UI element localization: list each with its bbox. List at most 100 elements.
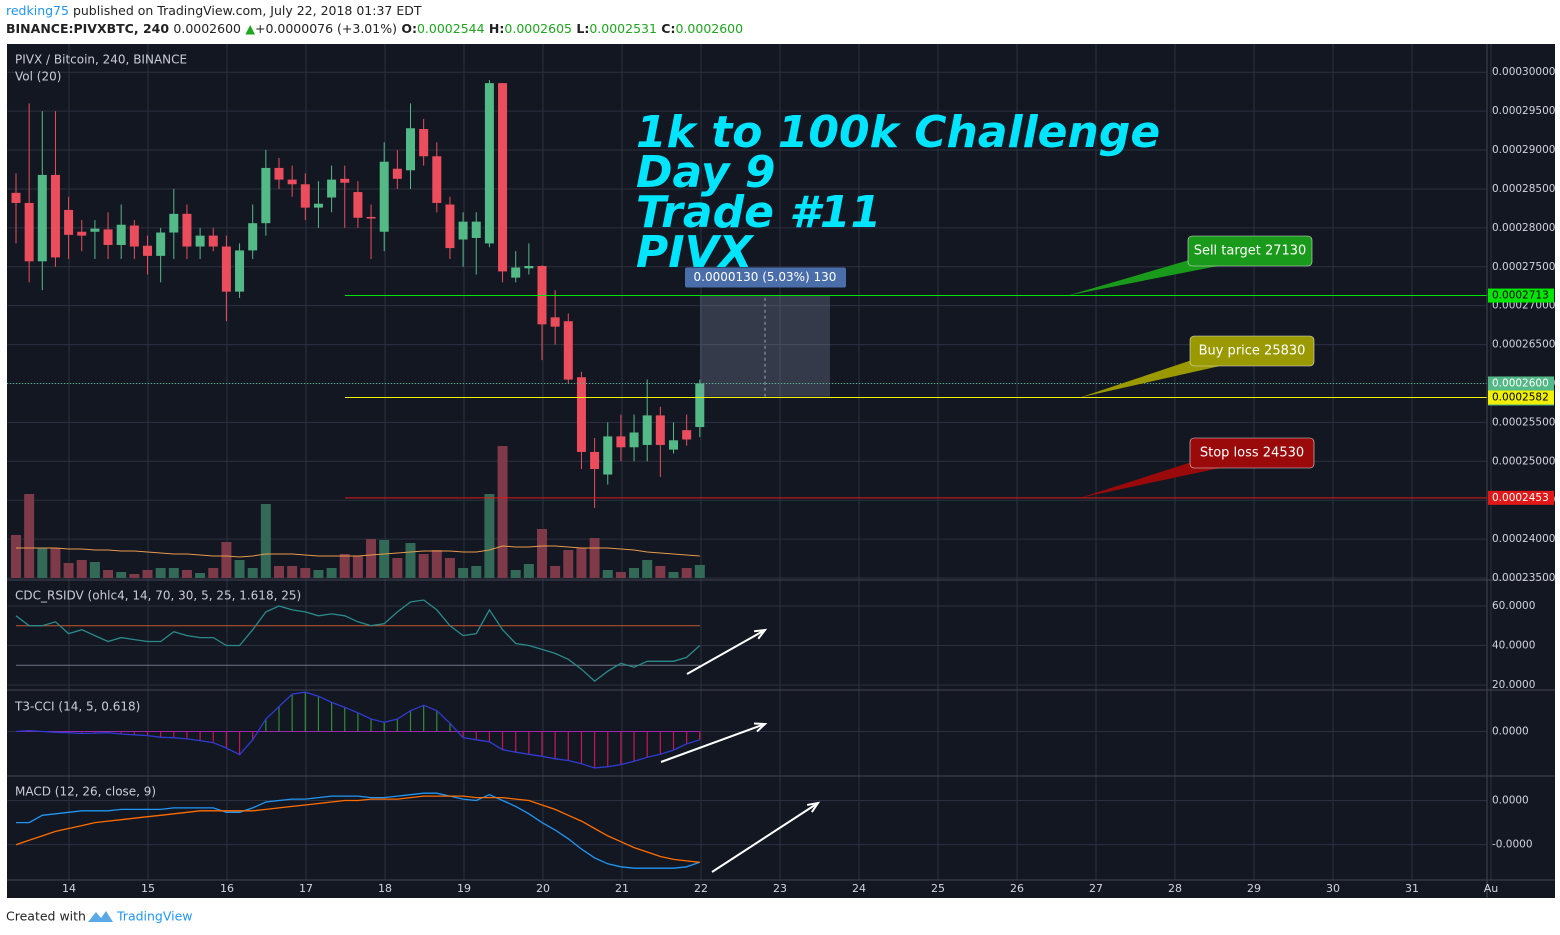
callout-text: Sell target 27130 xyxy=(1194,244,1307,259)
volume-bar xyxy=(129,574,140,578)
arrow-head xyxy=(806,801,821,813)
x-tick-label: 30 xyxy=(1326,882,1340,895)
candle-body xyxy=(37,174,47,262)
cci-bar xyxy=(423,705,425,732)
cci-bar xyxy=(186,731,188,739)
candle-body xyxy=(261,167,271,224)
volume-bar xyxy=(405,543,416,578)
author[interactable]: redking75 xyxy=(6,3,69,18)
x-tick-label: 24 xyxy=(852,882,866,895)
candle-body xyxy=(353,192,363,218)
volume-bar xyxy=(181,570,192,578)
volume-bar xyxy=(523,564,534,578)
candle-body xyxy=(235,250,245,292)
candle-body xyxy=(590,451,600,470)
x-tick-label: 22 xyxy=(694,882,708,895)
candle-body xyxy=(524,265,534,269)
candle-body xyxy=(182,213,192,247)
volume-bar xyxy=(339,554,350,578)
x-tick-label: 20 xyxy=(536,882,550,895)
cci-bar xyxy=(225,731,227,749)
candle-body xyxy=(340,178,350,183)
brand[interactable]: TradingView xyxy=(116,909,193,924)
axis-price-label: 0.0002453 xyxy=(1492,492,1549,504)
candle-body xyxy=(24,202,34,262)
y-tick-label: 0.00028000 xyxy=(1492,222,1555,234)
volume-bar xyxy=(563,550,574,578)
cci-bar xyxy=(620,731,622,765)
cci-bar xyxy=(160,731,162,738)
cci-bar xyxy=(331,702,333,732)
pane-title: Vol (20) xyxy=(15,70,61,84)
callout-box xyxy=(1187,235,1313,267)
volume-bar xyxy=(668,572,679,578)
cci-bar xyxy=(567,731,569,761)
arrow: ▲ xyxy=(245,21,255,36)
candle-body xyxy=(327,179,337,198)
cci-bar xyxy=(344,707,346,732)
candle-body xyxy=(313,203,323,208)
y-tick-label: 20.0000 xyxy=(1492,679,1535,691)
symbol: BINANCE:PIVXBTC, 240 xyxy=(6,21,169,36)
cci-bar xyxy=(133,731,135,735)
symbol-line: BINANCE:PIVXBTC, 240 0.0002600 ▲+0.00000… xyxy=(6,21,743,36)
cci-bar xyxy=(396,719,398,732)
pane-title: T3-CCI (14, 5, 0.618) xyxy=(14,700,140,714)
cci-bar xyxy=(594,731,596,768)
candle-body xyxy=(221,246,231,292)
overlay: 0.0000130 (5.03%) 130 Sell target 27130 Bu… xyxy=(7,107,1487,873)
cci-bar xyxy=(252,731,254,740)
cci-bar xyxy=(383,722,385,732)
volume-bar xyxy=(655,566,666,578)
volume-bar xyxy=(392,558,403,578)
indicator-line xyxy=(15,795,700,863)
y-tick-label: 0.00025500 xyxy=(1492,416,1555,428)
callout-box xyxy=(1189,335,1315,367)
volume-bar xyxy=(50,548,61,578)
cci-bar xyxy=(449,723,451,732)
x-tick-label: 14 xyxy=(62,882,76,895)
cci-bar xyxy=(672,731,675,751)
candle-body xyxy=(90,228,100,232)
callout-tail xyxy=(1068,258,1218,296)
candle-body xyxy=(274,167,284,180)
cci-bar xyxy=(659,731,661,755)
x-tick-label: 26 xyxy=(1010,882,1024,895)
volume-bar xyxy=(287,566,298,578)
pane-title: CDC_RSIDV (ohlc4, 14, 70, 30, 5, 25, 1.6… xyxy=(15,589,301,603)
candle-body xyxy=(116,224,126,245)
volume-bar xyxy=(366,539,377,578)
arrow xyxy=(711,802,819,873)
cci-bar xyxy=(515,731,517,753)
cci-bar xyxy=(212,731,214,743)
candle-body xyxy=(576,377,586,452)
y-tick-label: 0.0000 xyxy=(1492,725,1529,737)
ruler-label-box xyxy=(685,267,846,288)
ohlc-key: L: xyxy=(576,21,589,36)
volume-bar xyxy=(155,568,166,578)
candle-body xyxy=(432,156,442,203)
x-tick-label: 31 xyxy=(1405,882,1419,895)
volume-bar xyxy=(589,538,600,578)
volume-bar xyxy=(458,568,469,578)
volume-bar xyxy=(247,568,258,578)
candle-body xyxy=(208,235,218,247)
cci-bar xyxy=(199,731,201,741)
x-tick-label: 25 xyxy=(931,882,945,895)
published: published on TradingView.com, July 22, 2… xyxy=(73,3,422,18)
y-tick-label: 60.0000 xyxy=(1492,600,1535,612)
x-tick-label: 18 xyxy=(378,882,392,895)
candle-body xyxy=(392,168,402,179)
candle-body xyxy=(655,415,665,445)
y-tick-label: 0.0000 xyxy=(1492,795,1529,807)
callout-tail xyxy=(1080,460,1220,498)
candle-body xyxy=(603,436,613,475)
x-tick-label: 16 xyxy=(220,882,234,895)
volume-bar xyxy=(431,550,442,578)
y-tick-label: 0.00028500 xyxy=(1492,183,1555,195)
y-tick-label: 0.00027500 xyxy=(1492,261,1555,273)
arrow xyxy=(686,629,766,675)
x-tick-label: 23 xyxy=(773,882,787,895)
cci-bar xyxy=(686,731,688,744)
cci-bar xyxy=(699,731,701,740)
